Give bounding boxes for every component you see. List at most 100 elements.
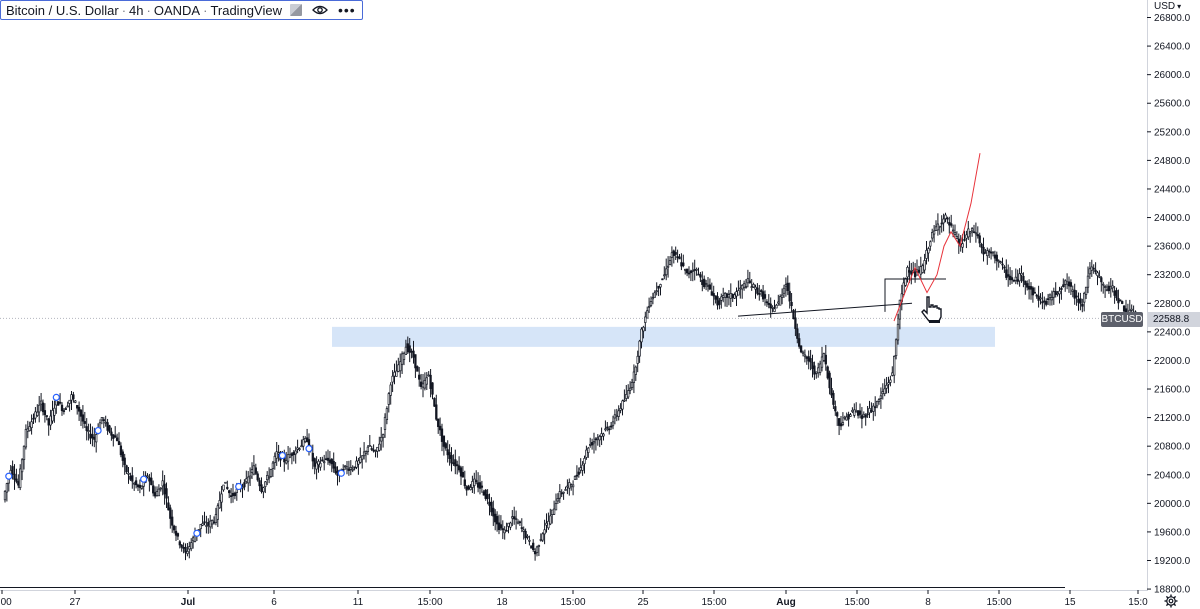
candle-body [161, 480, 164, 487]
candle-body [978, 235, 981, 244]
candle-body [406, 343, 409, 353]
candle-body [706, 285, 710, 287]
candle-body [950, 223, 953, 226]
candle-body [224, 481, 227, 484]
candle-body [556, 498, 560, 502]
candle-body [767, 302, 770, 305]
candle-body [697, 273, 700, 276]
candle-body [932, 230, 936, 235]
candle-body [805, 356, 808, 359]
candle-body [562, 491, 565, 494]
candle-body [573, 476, 577, 480]
flag-box-icon[interactable] [289, 4, 302, 16]
candle-body [870, 410, 873, 412]
candle-body [708, 284, 712, 290]
candle-body [1083, 292, 1086, 303]
currency-selector[interactable]: USD ▾ [1154, 1, 1181, 12]
candle-body [661, 278, 664, 281]
candle-body [986, 250, 989, 257]
candle-body [410, 350, 413, 353]
separator: · [121, 2, 127, 18]
candle-body [91, 434, 94, 439]
candle-body [81, 414, 85, 422]
candle-body [539, 539, 542, 541]
candle-body [452, 462, 455, 465]
candle-body [558, 491, 561, 499]
y-tick-label: 20400.0 [1154, 470, 1191, 481]
candle-body [746, 278, 750, 284]
candle-body [454, 459, 457, 467]
support-trendline[interactable] [737, 302, 913, 317]
y-tick-label: 20800.0 [1154, 442, 1191, 453]
candle-body [813, 365, 816, 375]
candle-body [146, 475, 149, 478]
candle-body [277, 452, 280, 455]
candle-body [547, 520, 550, 529]
candle-body [1088, 268, 1092, 275]
candle-body [552, 508, 556, 515]
y-tick-label: 26800.0 [1154, 13, 1191, 24]
candle-body [79, 409, 83, 417]
candle-body [456, 464, 459, 467]
candle-body [359, 457, 362, 463]
more-dots-icon[interactable]: ••• [337, 2, 356, 18]
candle-body [792, 310, 795, 320]
candle-body [718, 300, 721, 305]
candle-body [216, 505, 219, 520]
candle-body [549, 515, 552, 525]
candle-body [351, 468, 354, 471]
eye-icon[interactable] [312, 4, 328, 16]
candle-body [260, 484, 263, 492]
candle-body [849, 414, 852, 417]
price-axis[interactable]: 18800.0 19200.0 19600.0 20000.0 20400.0 20800… [1147, 13, 1191, 596]
candle-body [1048, 294, 1052, 298]
target-box-line[interactable] [884, 278, 946, 312]
projected-path[interactable] [893, 153, 981, 322]
candle-body [1054, 290, 1057, 295]
x-tick-label: 25 [637, 597, 649, 608]
candle-body [564, 489, 567, 491]
candle-body [313, 458, 316, 467]
candle-body [663, 274, 666, 277]
symbol-legend[interactable]: Bitcoin / U.S. Dollar · 4h · OANDA · Tra… [0, 0, 363, 20]
candle-body [843, 416, 846, 419]
candle-body [326, 457, 330, 461]
candle-body [841, 422, 845, 425]
candle-body [258, 480, 261, 487]
currency-label: USD [1154, 1, 1176, 12]
candle-body [273, 455, 276, 464]
candle-body [600, 433, 603, 437]
candle-body [404, 346, 408, 356]
candle-body [43, 410, 47, 416]
candle-body [765, 301, 769, 304]
candle-body [908, 270, 911, 273]
candle-body [817, 367, 820, 374]
y-tick-label: 23200.0 [1154, 270, 1191, 281]
x-tick-label: 15:00 [560, 597, 585, 608]
candle-body [619, 408, 622, 411]
time-axis[interactable]: 6:00 27 Jul 6 11 15:00 18 15:00 25 15:00 Aug 15:00 8… [0, 590, 1148, 608]
settings-gear-icon[interactable] [1164, 594, 1178, 608]
candle-body [425, 377, 428, 385]
candle-body [15, 478, 18, 482]
candle-body [19, 468, 22, 488]
candle-body [617, 410, 620, 417]
candle-body [1107, 285, 1111, 292]
candle-body [1069, 282, 1073, 287]
y-tick-label: 25200.0 [1154, 127, 1191, 138]
demand-zone[interactable] [332, 326, 995, 347]
candle-body [1052, 291, 1055, 298]
candle-body [315, 462, 318, 470]
candle-body [256, 473, 259, 481]
candle-body [3, 490, 7, 501]
candle-body [152, 485, 155, 494]
candle-body [592, 441, 596, 444]
candle-body [53, 407, 56, 416]
candle-body [972, 231, 976, 234]
candle-body [1043, 300, 1046, 303]
candle-body [290, 453, 294, 456]
candle-body [640, 328, 643, 343]
candle-body [286, 454, 290, 462]
candle-body [252, 465, 256, 475]
